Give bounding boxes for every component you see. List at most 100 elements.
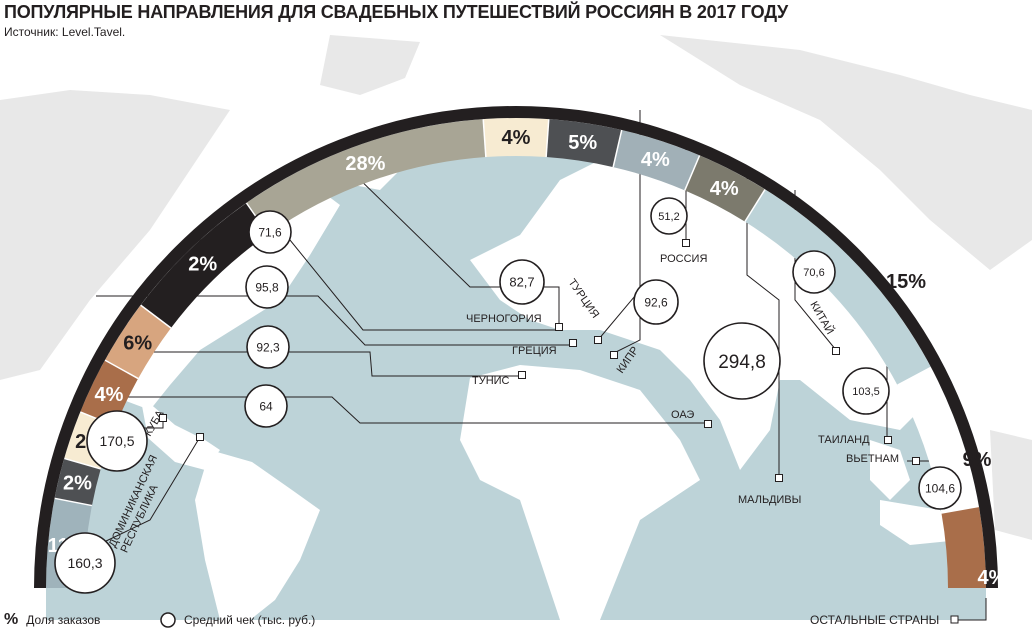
location-marker — [775, 474, 783, 482]
leader-line — [100, 351, 520, 377]
avg-check-circle — [918, 466, 962, 510]
avg-check-bubbles: 82,7 71,6 92,3 95,8 92,6 64 51,2 294,8 70,6 103,5… — [54, 197, 962, 594]
location-marker — [912, 457, 920, 465]
share-label: 6% — [123, 332, 152, 354]
avg-check-value: 95,8 — [255, 280, 279, 294]
share-segment — [54, 458, 101, 506]
share-segment — [744, 189, 931, 386]
segment-divider — [612, 129, 623, 168]
segment-divider — [54, 497, 93, 507]
share-label: 28% — [345, 153, 385, 175]
legend-other: ОСТАЛЬНЫЕ СТРАНЫ — [810, 609, 939, 631]
ring-outer-border — [34, 106, 998, 589]
segment-divider — [482, 119, 487, 158]
avg-check-value: 70,6 — [803, 267, 824, 279]
location-marker — [832, 347, 840, 355]
label-vietnam: ВЬЕТНАМ — [846, 453, 899, 465]
label-montenegro: ЧЕРНОГОРИЯ — [466, 313, 542, 325]
label-russia: РОССИЯ — [660, 253, 707, 265]
avg-check-circle — [86, 410, 148, 472]
avg-check-value: 71,6 — [258, 225, 282, 239]
avg-check-circle — [842, 367, 890, 415]
page-title: ПОПУЛЯРНЫЕ НАПРАВЛЕНИЯ ДЛЯ СВАДЕБНЫХ ПУТ… — [4, 2, 789, 22]
location-marker — [682, 239, 690, 247]
share-label: 4% — [641, 149, 670, 171]
location-marker — [159, 414, 167, 422]
location-markers — [159, 239, 920, 482]
avg-check-circle — [248, 210, 292, 254]
share-label: 2% — [63, 473, 92, 495]
avg-check-value: 103,5 — [852, 386, 880, 398]
avg-check-circle — [792, 250, 836, 294]
segment-divider — [684, 155, 701, 191]
avg-check-circle — [499, 259, 545, 305]
share-label: 4% — [710, 178, 739, 200]
share-segment — [684, 155, 766, 222]
avg-check-circle — [703, 322, 781, 400]
share-segment — [941, 506, 986, 588]
label-greece: ГРЕЦИЯ — [512, 345, 557, 357]
share-label: 9% — [963, 449, 992, 471]
segment-divider — [545, 119, 550, 158]
avg-check-value: 294,8 — [718, 352, 766, 373]
legend-other-label: ОСТАЛЬНЫЕ СТРАНЫ — [810, 613, 940, 627]
avg-check-value: 64 — [259, 399, 273, 413]
segment-divider — [941, 505, 979, 514]
share-label: 4% — [502, 127, 531, 149]
location-marker — [518, 371, 526, 379]
location-marker — [884, 436, 892, 444]
share-segment — [140, 202, 269, 329]
leader-line — [98, 396, 708, 424]
avg-check-circle — [54, 532, 116, 594]
share-label: 2% — [188, 254, 217, 276]
avg-check-circle — [650, 197, 688, 235]
leader-line — [96, 295, 569, 346]
segment-divider — [140, 304, 172, 329]
avg-check-value: 160,3 — [67, 555, 102, 571]
legend-share-label: Доля заказов — [26, 613, 101, 627]
legend-share: % Доля заказов — [4, 609, 100, 631]
location-marker — [610, 351, 618, 359]
share-label: 4% — [978, 567, 1007, 589]
avg-check-circle — [633, 279, 679, 325]
avg-check-value: 82,7 — [509, 275, 534, 290]
segment-divider — [897, 366, 932, 386]
location-marker — [196, 433, 204, 441]
share-label: 5% — [568, 132, 597, 154]
source-note: Источник: Level.Tavel. — [4, 25, 126, 39]
other-leader-line — [958, 598, 987, 621]
avg-check-circle — [244, 384, 288, 428]
avg-check-value: 104,6 — [925, 481, 955, 495]
legend-circle-icon — [160, 612, 176, 628]
label-maldives: МАЛЬДИВЫ — [738, 494, 801, 506]
legend-other-marker-icon — [950, 615, 959, 624]
leader-line — [103, 436, 201, 543]
avg-check-value: 51,2 — [658, 211, 679, 223]
segment-divider — [744, 189, 766, 223]
share-segment — [246, 119, 486, 235]
avg-check-circle — [246, 325, 290, 369]
share-segment — [80, 360, 139, 427]
label-thailand: ТАИЛАНД — [818, 434, 870, 446]
legend-percent-icon: % — [4, 611, 19, 628]
avg-check-value: 92,3 — [256, 340, 280, 354]
location-marker — [704, 420, 712, 428]
avg-check-value: 170,5 — [99, 433, 134, 449]
avg-check-circle — [245, 265, 289, 309]
segment-divider — [104, 359, 139, 380]
location-marker — [594, 336, 602, 344]
legend-avg-check: Средний чек (тыс. руб.) — [184, 609, 315, 631]
legend-avg-check-label: Средний чек (тыс. руб.) — [184, 613, 316, 627]
label-uae: ОАЭ — [671, 409, 694, 421]
location-marker — [555, 323, 563, 331]
share-segment — [613, 130, 700, 191]
share-label: 4% — [94, 384, 123, 406]
avg-check-value: 92,6 — [644, 295, 668, 309]
location-marker — [569, 339, 577, 347]
share-segment — [483, 117, 549, 158]
segment-divider — [64, 457, 101, 470]
share-label: 15% — [886, 271, 926, 293]
label-tunisia: ТУНИС — [472, 375, 510, 387]
